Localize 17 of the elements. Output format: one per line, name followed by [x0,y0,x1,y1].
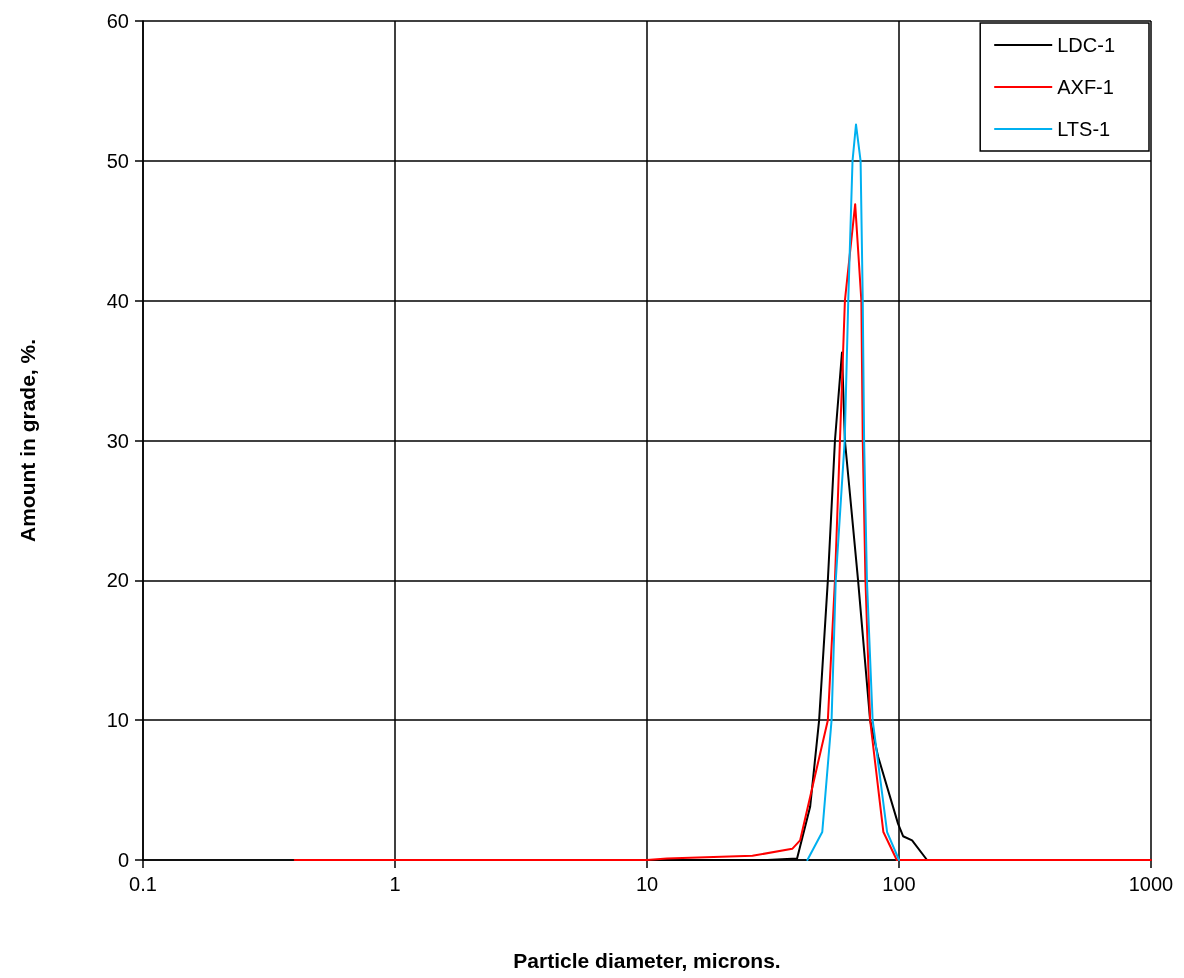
x-tick-label: 0.1 [129,873,157,895]
x-axis-title: Particle diameter, microns. [513,949,781,972]
legend-label: AXF-1 [1057,76,1114,98]
y-tick-label: 30 [106,429,129,452]
y-axis-title: Amount in grade, %. [16,338,39,543]
y-tick-label: 10 [106,709,129,732]
y-tick-label: 40 [106,289,129,312]
y-tick-label: 20 [106,569,129,592]
x-tick-label: 100 [882,873,916,895]
x-tick-label: 1000 [1128,873,1174,895]
y-tick-label: 60 [106,10,129,32]
legend-label: LTS-1 [1057,118,1111,140]
y-tick-label: 0 [117,849,129,871]
x-tick-label: 1 [389,873,401,895]
legend-label: LDC-1 [1057,34,1115,56]
x-tick-label: 10 [635,873,659,895]
y-tick-label: 50 [106,149,129,172]
